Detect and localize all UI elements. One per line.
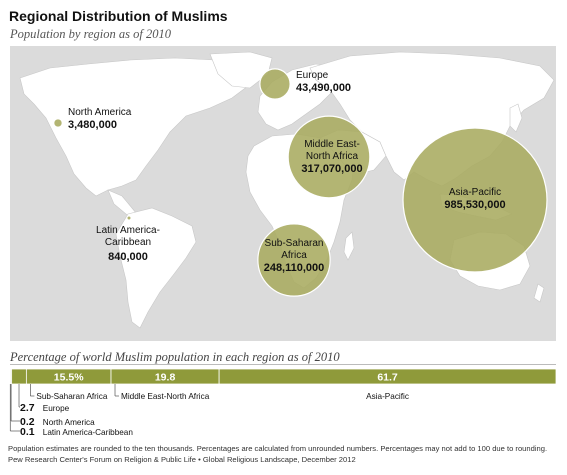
bar-category-latin-america-caribbean: Latin America-Caribbean — [43, 428, 134, 437]
label-ssa-value: 248,110,000 — [263, 262, 325, 274]
bar-category-asia-pacific: Asia-Pacific — [366, 392, 409, 401]
label-asia-name: Asia-Pacific — [448, 187, 502, 198]
bar-value-middle-east-north-africa: 19.8 — [155, 372, 176, 384]
label-asia-pacific: Asia-Pacific 985,530,000 — [425, 187, 525, 211]
land-south-america — [115, 207, 197, 329]
bubble-sub-saharan-africa — [257, 223, 331, 297]
bar-chart-rule — [10, 364, 556, 365]
label-mena-name-2: North Africa — [305, 151, 359, 162]
label-europe-name: Europe — [296, 70, 329, 81]
bar-layer: 0.1 Latin America-Caribbean 0.2 North Ameri… — [9, 368, 557, 438]
bar-value-europe: 2.7 — [20, 402, 35, 414]
label-asia-value: 985,530,000 — [444, 199, 506, 211]
world-map-svg — [19, 51, 555, 329]
label-latin-america-name-1: Latin America- — [96, 225, 160, 236]
bubble-north-america — [53, 118, 63, 128]
land-madagascar — [343, 231, 355, 261]
label-latin-america: Latin America- Caribbean 840,000 — [78, 225, 178, 263]
label-latin-america-name-2: Caribbean — [104, 237, 152, 248]
bar-chart-svg: 0.1 Latin America-Caribbean 0.2 North Ameri… — [9, 368, 557, 438]
bar-category-europe: Europe — [43, 404, 70, 413]
bubble-europe — [259, 68, 291, 100]
bar-value-sub-saharan-africa: 15.5% — [54, 372, 84, 384]
label-mena: Middle East- North Africa 317,070,000 — [282, 139, 382, 175]
label-ssa-name-1: Sub-Saharan — [264, 238, 324, 249]
bar-value-latin-america-caribbean: 0.1 — [20, 426, 35, 438]
land-north-america — [19, 57, 249, 197]
land-greenland — [209, 51, 273, 89]
label-europe-value: 43,490,000 — [296, 82, 352, 94]
label-mena-value: 317,070,000 — [301, 163, 363, 175]
bar-segment-asia-pacific — [218, 368, 557, 385]
label-sub-saharan-africa: Sub-Saharan Africa 248,110,000 — [254, 238, 334, 274]
label-north-america-value: 3,480,000 — [68, 119, 117, 131]
label-north-america: North America 3,480,000 — [68, 107, 131, 131]
label-latin-america-value: 840,000 — [108, 251, 148, 263]
bubble-latin-america-caribbean — [126, 215, 132, 221]
bar-category-north-america: North America — [43, 418, 95, 427]
footnote-source: Pew Research Center's Forum on Religion … — [8, 455, 356, 464]
label-europe: Europe 43,490,000 — [296, 70, 351, 94]
label-ssa-name-2: Africa — [281, 250, 307, 261]
bubble-asia-pacific — [402, 127, 548, 273]
footnote-notes: Population estimates are rounded to the … — [8, 444, 548, 453]
world-map: North America 3,480,000 Latin America- C… — [10, 46, 556, 341]
bubble-middle-east-north-africa — [287, 115, 371, 199]
bar-category-middle-east-north-africa: Middle East-North Africa — [121, 392, 210, 401]
bar-segment-europe — [11, 368, 27, 385]
bubble-layer — [53, 68, 548, 297]
bar-chart-title: Percentage of world Muslim population in… — [10, 350, 340, 364]
land-new-zealand — [533, 283, 545, 303]
chart-title: Regional Distribution of Muslims — [9, 8, 228, 24]
bar-value-north-america: 0.2 — [20, 416, 35, 428]
chart-subtitle: Population by region as of 2010 — [10, 27, 171, 41]
bar-category-sub-saharan-africa: Sub-Saharan Africa — [36, 392, 107, 401]
land-japan — [509, 103, 523, 133]
bar-value-asia-pacific: 61.7 — [377, 372, 398, 384]
label-north-america-name: North America — [68, 107, 132, 118]
label-mena-name-1: Middle East- — [304, 139, 360, 150]
